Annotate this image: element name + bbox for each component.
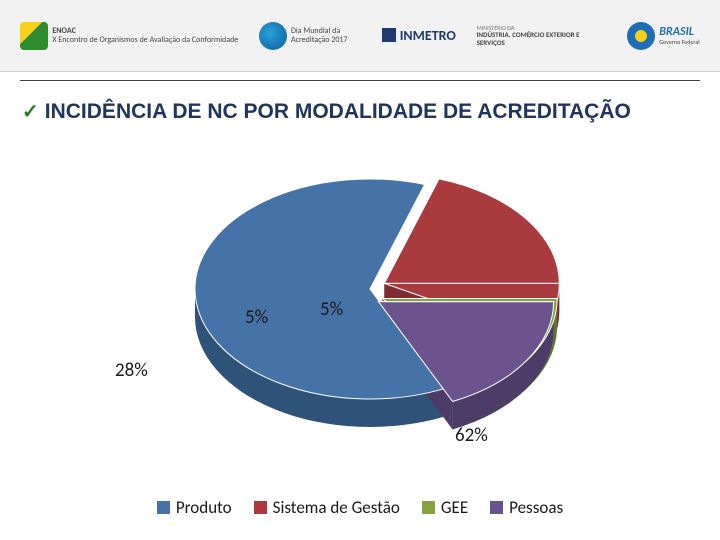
- legend-swatch-gee: [422, 501, 435, 514]
- legend-sistema: Sistema de Gestão: [254, 497, 400, 518]
- pie-svg: [170, 154, 590, 454]
- logo-enoac: ENOAC X Encontro de Organismos de Avalia…: [20, 22, 238, 50]
- pie-chart: 62% 28% 5% 5%: [0, 134, 720, 474]
- label-produto: 62%: [455, 424, 488, 447]
- legend-label-produto: Produto: [176, 497, 232, 518]
- legend-pessoas: Pessoas: [490, 497, 563, 518]
- label-pessoas: 5%: [320, 298, 343, 321]
- legend-gee: GEE: [422, 497, 468, 518]
- logo-acreditacao: Dia Mundial da Acreditação 2017: [259, 22, 361, 50]
- legend-swatch-pessoas: [490, 501, 503, 514]
- label-gee: 5%: [245, 306, 268, 329]
- logo-ministerio: MINISTÉRIO DA INDÚSTRIA, COMÉRCIO EXTERI…: [477, 25, 607, 47]
- chart-legend: Produto Sistema de Gestão GEE Pessoas: [0, 497, 720, 518]
- logo-inmetro: INMETRO: [382, 28, 456, 43]
- legend-swatch-sistema: [254, 501, 267, 514]
- label-sistema: 28%: [115, 359, 148, 382]
- legend-produto: Produto: [157, 497, 232, 518]
- legend-label-sistema: Sistema de Gestão: [273, 497, 400, 518]
- logo-brasil: BRASIL Governo Federal: [627, 22, 699, 50]
- checkmark-icon: ✓: [22, 99, 39, 124]
- legend-label-pessoas: Pessoas: [509, 497, 563, 518]
- slide-title: INCIDÊNCIA DE NC POR MODALIDADE DE ACRED…: [45, 100, 631, 124]
- slide-title-row: ✓ INCIDÊNCIA DE NC POR MODALIDADE DE ACR…: [0, 81, 720, 124]
- header-logo-band: ENOAC X Encontro de Organismos de Avalia…: [0, 0, 720, 72]
- legend-label-gee: GEE: [441, 497, 468, 518]
- legend-swatch-produto: [157, 501, 170, 514]
